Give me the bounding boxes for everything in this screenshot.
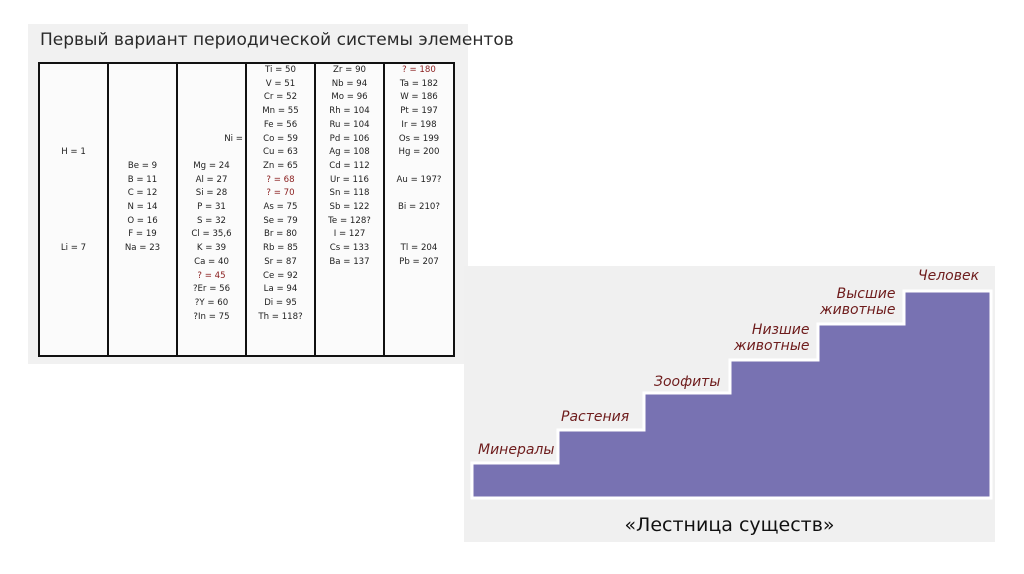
element-cell: ?Y = 60 bbox=[194, 297, 229, 308]
element-cell: As = 75 bbox=[263, 202, 298, 212]
table-title: Первый вариант периодической системы эле… bbox=[40, 30, 514, 50]
table-column-1: H = 1 Li = 7 bbox=[40, 64, 109, 355]
element-cell: Fe = 56 bbox=[263, 119, 298, 130]
ladder-caption: «Лестница существ» bbox=[624, 514, 835, 536]
element-cell: Mg = 24 bbox=[193, 160, 230, 171]
element-cell: I = 127 bbox=[333, 229, 366, 240]
element-cell: Sr = 87 bbox=[264, 256, 297, 267]
element-cell: ? = 180 bbox=[402, 65, 436, 75]
element-cell: Cs = 133 bbox=[329, 243, 370, 254]
element-cell: Pb = 207 bbox=[399, 256, 439, 267]
element-cell: Ca = 40 bbox=[194, 256, 229, 267]
element-cell: Te = 128? bbox=[328, 215, 371, 226]
step-label-line: Высшие bbox=[836, 286, 896, 302]
table-column-5: Zr = 90 Nb = 94 Mo = 96 Rh = 104 Ru = 104 Pd … bbox=[316, 64, 385, 355]
element-cell: Cl = 35,6 bbox=[191, 229, 232, 240]
step-label: Минералы bbox=[478, 442, 554, 458]
element-cell: Th = 118? bbox=[258, 311, 303, 322]
step-label-line: Растения bbox=[561, 409, 630, 425]
element-cell: Sb = 122 bbox=[329, 202, 370, 212]
step-label-line: Зоофиты bbox=[654, 374, 721, 390]
element-cell: Co = 59 bbox=[263, 133, 298, 144]
element-cell: Pd = 106 bbox=[329, 133, 370, 144]
table-column-6: ? = 180 Ta = 182 W = 186 Pt = 197 Ir = 198 Os… bbox=[385, 64, 453, 355]
element-cell: P = 31 bbox=[197, 202, 226, 212]
element-cell: C = 12 bbox=[127, 188, 158, 199]
element-cell: Rh = 104 bbox=[329, 106, 370, 117]
element-cell: S = 32 bbox=[196, 215, 227, 226]
element-cell: Ba = 137 bbox=[329, 256, 370, 267]
element-cell: ? = 45 bbox=[197, 270, 226, 281]
element-cell: Cu = 63 bbox=[262, 147, 299, 158]
staircase-diagram bbox=[470, 289, 993, 500]
step-label-line: Минералы bbox=[478, 442, 555, 458]
element-cell: Ni = bbox=[224, 133, 243, 144]
element-cell: Br = 80 bbox=[263, 229, 298, 240]
element-cell: Di = 95 bbox=[264, 297, 297, 308]
element-cell: Hg = 200 bbox=[398, 147, 440, 158]
step-label: Зоофиты bbox=[654, 374, 720, 390]
element-cell: Tl = 204 bbox=[400, 243, 438, 254]
step-label-line: животные bbox=[820, 302, 896, 318]
element-cell: Ti = 50 bbox=[265, 65, 296, 75]
element-cell: ? = 68 bbox=[266, 174, 295, 185]
step-label: Низшие животные bbox=[734, 322, 810, 354]
element-cell: ?Er = 56 bbox=[192, 284, 231, 295]
element-cell: ?In = 75 bbox=[193, 311, 230, 322]
element-cell: Ru = 104 bbox=[329, 119, 370, 130]
element-cell: La = 94 bbox=[263, 284, 298, 295]
element-cell: Ce = 92 bbox=[263, 270, 298, 281]
element-cell: H = 1 bbox=[61, 147, 86, 158]
element-cell: Li = 7 bbox=[60, 243, 87, 254]
element-cell: N = 14 bbox=[127, 202, 158, 212]
element-cell: Ag = 108 bbox=[329, 147, 370, 158]
step-label: Высшие животные bbox=[820, 286, 896, 318]
element-cell: W = 186 bbox=[400, 92, 438, 103]
element-cell: F = 19 bbox=[128, 229, 157, 240]
element-cell: Os = 199 bbox=[398, 133, 440, 144]
element-cell: Be = 9 bbox=[127, 160, 158, 171]
element-cell: K = 39 bbox=[196, 243, 227, 254]
element-cell: Nb = 94 bbox=[331, 78, 368, 89]
step-label: Растения bbox=[561, 409, 629, 425]
element-cell: V = 51 bbox=[265, 78, 296, 89]
periodic-table-panel: Первый вариант периодической системы эле… bbox=[28, 24, 514, 364]
element-cell: Rb = 85 bbox=[262, 243, 299, 254]
element-cell: Na = 23 bbox=[124, 243, 161, 254]
element-cell: Sn = 118 bbox=[329, 188, 370, 199]
step-label-line: Низшие bbox=[751, 322, 810, 338]
element-cell: Mn = 55 bbox=[262, 106, 299, 117]
element-cell: Ur = 116 bbox=[330, 174, 369, 185]
element-cell: Cd = 112 bbox=[329, 160, 370, 171]
ladder-of-beings-panel: «Лестница существ» Минералы Растения Зоофи… bbox=[464, 266, 995, 542]
table-column-2: Be = 9 B = 11 C = 12 N = 14 O = 16 F = 19 Na =… bbox=[109, 64, 178, 355]
element-cell: Bi = 210? bbox=[398, 202, 440, 212]
step-label-line: животные bbox=[734, 338, 810, 354]
table-column-3: Ni = Mg = 24 Al = 27 Si = 28 P = 31 S = 32 Cl … bbox=[178, 64, 247, 355]
element-cell: Ta = 182 bbox=[399, 78, 439, 89]
element-cell: Si = 28 bbox=[195, 188, 228, 199]
element-cell: Au = 197? bbox=[396, 174, 442, 185]
table-column-4: Ti = 50 V = 51 Cr = 52 Mn = 55 Fe = 56 Co = 5… bbox=[247, 64, 316, 355]
element-cell: ? = 70 bbox=[266, 188, 295, 199]
element-cell: Al = 27 bbox=[195, 174, 228, 185]
element-cell: Zn = 65 bbox=[263, 160, 298, 171]
element-cell: Pt = 197 bbox=[400, 106, 438, 117]
staircase-shape bbox=[470, 289, 993, 500]
step-label-line: Человек bbox=[918, 268, 980, 284]
step-label: Человек bbox=[918, 268, 979, 284]
element-cell: O = 16 bbox=[127, 215, 158, 226]
element-cell: B = 11 bbox=[127, 174, 158, 185]
element-cell: Mo = 96 bbox=[331, 92, 368, 103]
element-cell: Cr = 52 bbox=[263, 92, 298, 103]
element-cell: Se = 79 bbox=[263, 215, 298, 226]
element-cell: Ir = 198 bbox=[401, 119, 437, 130]
periodic-table: H = 1 Li = 7 Be = 9 B = 11 C = 12 N = 14 O = 1… bbox=[38, 62, 455, 357]
element-cell: Zr = 90 bbox=[332, 65, 367, 75]
